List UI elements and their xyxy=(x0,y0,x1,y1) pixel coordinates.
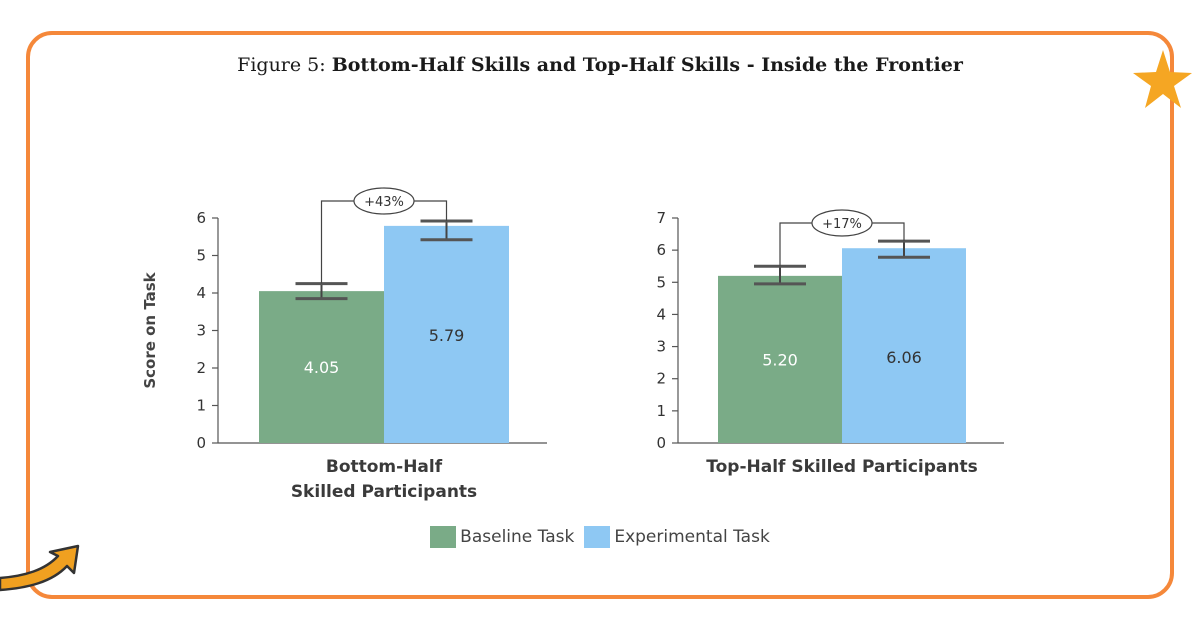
legend-item-experimental: Experimental Task xyxy=(584,526,770,548)
figure-title: Figure 5: Bottom-Half Skills and Top-Hal… xyxy=(0,54,1200,76)
y-tick-label: 5 xyxy=(656,273,666,291)
star-icon xyxy=(1133,50,1192,108)
bar xyxy=(842,248,966,443)
legend-label-experimental: Experimental Task xyxy=(614,527,770,547)
y-tick-label: 4 xyxy=(196,284,206,302)
y-tick-label: 4 xyxy=(656,305,666,323)
y-tick-label: 3 xyxy=(656,338,666,356)
y-tick-label: 1 xyxy=(196,397,206,415)
data-label: 6.06 xyxy=(886,348,922,367)
bar xyxy=(384,225,509,443)
curved-arrow-icon xyxy=(0,544,80,592)
annotation-bubble xyxy=(811,209,873,237)
annotation-bubble xyxy=(353,187,415,215)
y-tick-label: 7 xyxy=(656,209,666,227)
annotation-label: +43% xyxy=(364,195,404,210)
y-tick-label: 0 xyxy=(196,434,206,452)
legend-swatch-baseline xyxy=(430,526,457,548)
y-tick-label: 2 xyxy=(656,370,666,388)
legend-label-baseline: Baseline Task xyxy=(460,527,575,547)
y-tick-label: 6 xyxy=(656,241,666,259)
annotation-label: +17% xyxy=(822,217,862,232)
y-tick-label: 2 xyxy=(196,359,206,377)
data-label: 5.20 xyxy=(762,350,798,369)
y-tick-label: 0 xyxy=(656,434,666,452)
figure-number: Figure 5: xyxy=(237,54,326,76)
y-tick-label: 3 xyxy=(196,322,206,340)
legend-swatch-experimental xyxy=(584,526,611,548)
category-label: Top-Half Skilled Participants xyxy=(706,457,977,477)
card-frame xyxy=(26,31,1174,599)
y-tick-label: 5 xyxy=(196,247,206,265)
category-label: Bottom-Half xyxy=(326,457,443,477)
legend: Baseline Task Experimental Task xyxy=(0,526,1200,548)
y-tick-label: 1 xyxy=(656,402,666,420)
legend-item-baseline: Baseline Task xyxy=(430,526,574,548)
y-axis-label: Score on Task xyxy=(141,271,159,388)
figure-heading: Bottom-Half Skills and Top-Half Skills -… xyxy=(331,54,963,76)
bar xyxy=(259,291,384,443)
y-tick-label: 6 xyxy=(196,209,206,227)
data-label: 5.79 xyxy=(429,326,465,345)
category-label: Skilled Participants xyxy=(291,482,477,502)
bar xyxy=(718,275,842,443)
data-label: 4.05 xyxy=(304,358,340,377)
